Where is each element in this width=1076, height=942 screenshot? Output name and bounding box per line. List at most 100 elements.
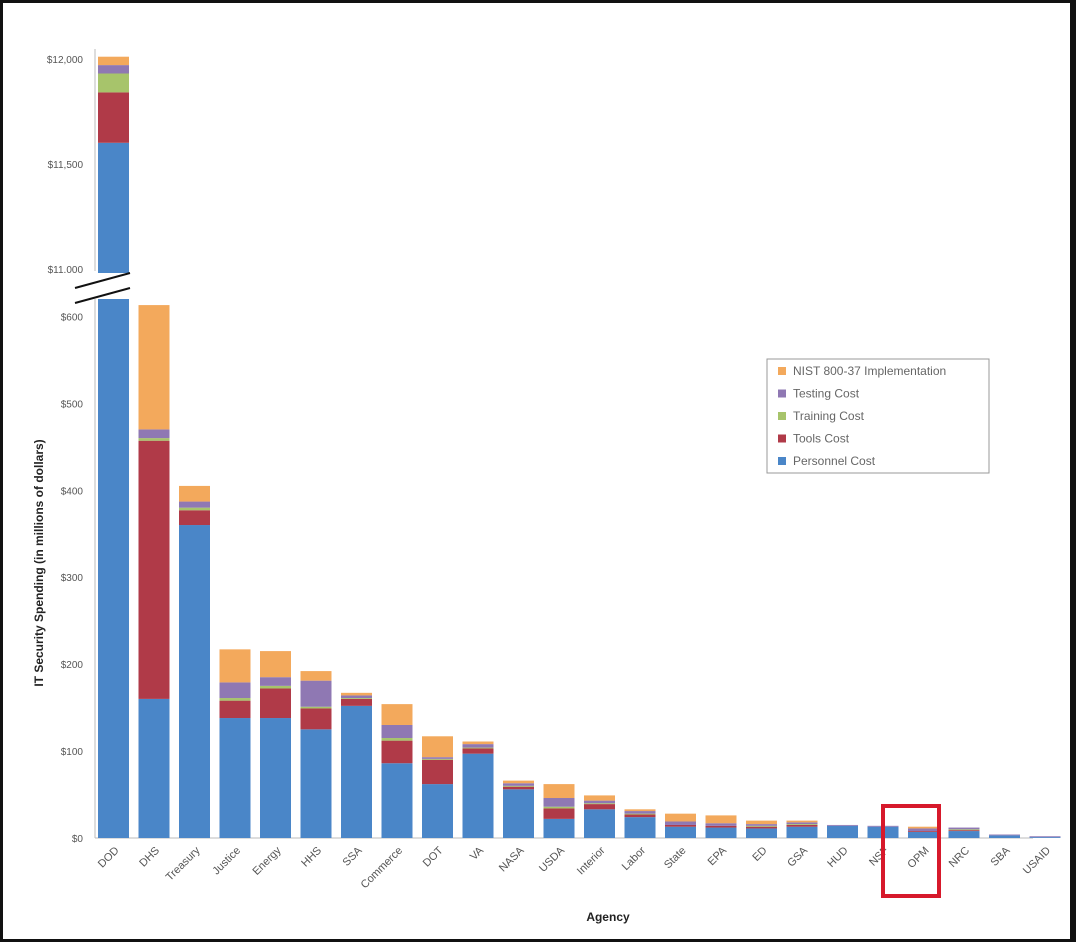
bar-usaid-testing-cost xyxy=(1029,836,1061,838)
category-label-va: VA xyxy=(468,844,487,863)
category-label-dhs: DHS xyxy=(137,845,162,870)
bar-nasa-training-cost xyxy=(503,785,534,787)
bar-gsa-personnel-cost xyxy=(786,826,818,838)
y-axis-title: IT Security Spending (in millions of dol… xyxy=(32,439,46,686)
bar-opm-testing-cost xyxy=(908,828,939,832)
bar-dot-nist-800-37-implementation xyxy=(422,736,453,758)
axis-break-mark xyxy=(63,272,143,304)
legend-label: Training Cost xyxy=(793,409,865,423)
bar-ssa-tools-cost xyxy=(341,698,372,706)
bar-treasury-tools-cost xyxy=(179,510,210,526)
bar-interior-training-cost xyxy=(584,803,615,805)
bar-hud-testing-cost xyxy=(827,824,858,826)
bar-treasury-testing-cost xyxy=(179,501,210,508)
y-tick-label: $200 xyxy=(61,660,84,671)
bar-labor-testing-cost xyxy=(624,811,656,814)
bar-va-testing-cost xyxy=(462,744,494,748)
bar-ssa-training-cost xyxy=(341,698,372,699)
category-label-dod: DOD xyxy=(96,845,122,871)
legend-label: Testing Cost xyxy=(793,387,860,401)
bar-energy-tools-cost xyxy=(260,688,291,719)
bar-interior-personnel-cost xyxy=(584,809,615,838)
y-tick-label: $300 xyxy=(61,573,84,584)
bar-va-nist-800-37-implementation xyxy=(462,741,494,745)
bar-justice-tools-cost xyxy=(219,700,251,719)
bar-nasa-testing-cost xyxy=(503,783,534,786)
category-label-ed: ED xyxy=(750,845,769,864)
category-label-usaid: USAID xyxy=(1021,845,1053,877)
bar-dot-testing-cost xyxy=(422,757,453,759)
bar-sba-testing-cost xyxy=(989,834,1020,836)
category-label-nasa: NASA xyxy=(497,844,527,874)
bar-va-training-cost xyxy=(462,747,494,749)
bar-commerce-training-cost xyxy=(381,738,413,741)
bar-justice-testing-cost xyxy=(219,682,251,699)
bar-nrc-personnel-cost xyxy=(948,831,980,838)
legend-box xyxy=(766,358,990,474)
bar-usda-nist-800-37-implementation xyxy=(543,784,575,799)
bar-state-nist-800-37-implementation xyxy=(665,813,696,822)
bar-interior-testing-cost xyxy=(584,800,615,804)
bar-hhs-tools-cost xyxy=(300,708,332,730)
bar-hud-personnel-cost xyxy=(827,825,858,838)
bar-dhs-training-cost xyxy=(138,438,170,441)
y-tick-label-upper: $11,500 xyxy=(48,160,84,171)
legend-label: Personnel Cost xyxy=(793,454,876,468)
y-tick-label-upper: $12,000 xyxy=(47,55,84,66)
bar-interior-tools-cost xyxy=(584,804,615,810)
category-label-sba: SBA xyxy=(989,844,1014,869)
bar-gsa-testing-cost xyxy=(786,822,818,825)
bar-ed-testing-cost xyxy=(746,824,777,826)
category-label-nsf: NSF xyxy=(867,844,891,868)
bar-opm-tools-cost xyxy=(908,831,939,832)
bar-dod-nist-800-37-implementation xyxy=(98,56,129,66)
bar-epa-personnel-cost xyxy=(705,827,737,838)
legend-label: Tools Cost xyxy=(793,432,850,446)
category-label-opm: OPM xyxy=(905,845,931,871)
legend-swatch xyxy=(778,389,786,398)
y-tick-label: $0 xyxy=(72,834,84,845)
x-axis-title: Agency xyxy=(586,910,630,924)
y-tick-label: $600 xyxy=(61,312,84,323)
bar-epa-nist-800-37-implementation xyxy=(705,815,737,824)
bar-dot-personnel-cost xyxy=(422,784,453,838)
category-label-gsa: GSA xyxy=(785,844,810,869)
category-label-interior: Interior xyxy=(575,844,608,877)
category-label-labor: Labor xyxy=(620,844,649,873)
bar-labor-personnel-cost xyxy=(624,817,656,838)
bar-dot-training-cost xyxy=(422,758,453,760)
bar-energy-testing-cost xyxy=(260,677,291,686)
bar-labor-training-cost xyxy=(624,813,656,815)
category-label-epa: EPA xyxy=(706,844,730,868)
bar-justice-personnel-cost xyxy=(219,718,251,838)
category-label-commerce: Commerce xyxy=(359,845,406,892)
bar-dod-personnel-cost xyxy=(98,142,129,273)
y-tick-label: $400 xyxy=(61,486,84,497)
bar-dhs-personnel-cost xyxy=(138,698,170,838)
bar-gsa-training-cost xyxy=(786,824,818,825)
bar-hhs-nist-800-37-implementation xyxy=(300,671,332,681)
bar-epa-tools-cost xyxy=(705,825,737,828)
category-label-nrc: NRC xyxy=(947,845,972,870)
bar-ssa-nist-800-37-implementation xyxy=(341,692,372,696)
bar-energy-training-cost xyxy=(260,685,291,689)
bar-hhs-testing-cost xyxy=(300,680,332,707)
bar-labor-nist-800-37-implementation xyxy=(624,809,656,812)
legend-label: NIST 800-37 Implementation xyxy=(793,364,946,378)
bar-usda-training-cost xyxy=(543,806,575,809)
legend-swatch xyxy=(778,434,786,443)
bar-va-personnel-cost xyxy=(462,753,494,838)
bar-dot-tools-cost xyxy=(422,759,453,785)
category-label-energy: Energy xyxy=(250,844,283,877)
bar-ed-training-cost xyxy=(746,825,777,827)
legend: NIST 800-37 Implementation Testing Cost Tr… xyxy=(766,358,990,474)
bar-commerce-nist-800-37-implementation xyxy=(381,704,413,725)
bar-ed-nist-800-37-implementation xyxy=(746,820,777,825)
bar-nrc-training-cost xyxy=(948,829,980,831)
legend-swatch xyxy=(778,367,786,375)
bar-dod-testing-cost xyxy=(98,65,129,74)
bar-ed-tools-cost xyxy=(746,826,777,829)
bar-sba-personnel-cost xyxy=(989,835,1020,838)
bar-usda-tools-cost xyxy=(543,808,575,819)
